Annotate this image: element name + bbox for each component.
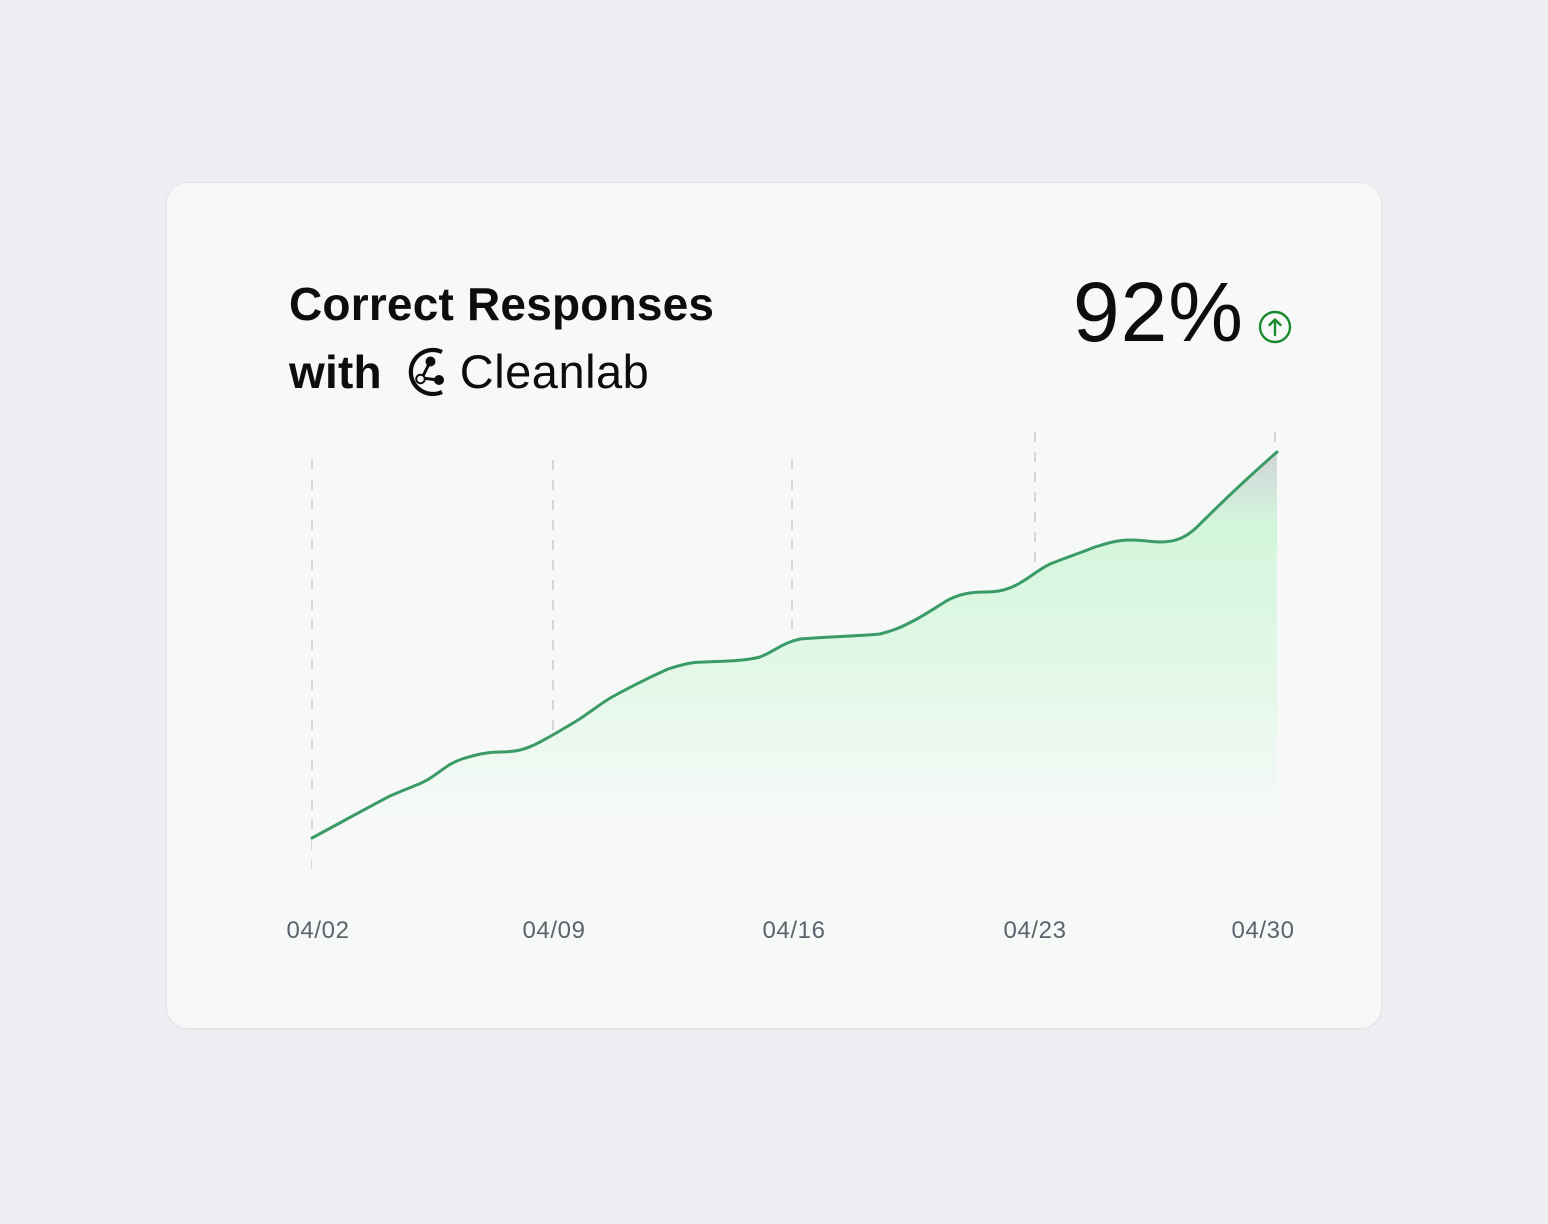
- card-title: Correct Responses with Cleanlab: [289, 270, 714, 406]
- x-tick-label: 04/23: [1003, 917, 1067, 944]
- x-tick-label: 04/09: [522, 917, 586, 944]
- brand-name: Cleanlab: [459, 345, 650, 398]
- x-tick-label: 04/16: [762, 917, 826, 944]
- arrow-up-circle-icon: [1258, 310, 1292, 344]
- x-tick-label: 04/02: [286, 917, 350, 944]
- title-line-1: Correct Responses: [289, 278, 715, 330]
- metric-summary: 92%: [1073, 262, 1292, 362]
- metric-value: 92%: [1072, 265, 1244, 359]
- area-fill: [312, 452, 1277, 880]
- title-line-2: with Cleanlab: [289, 338, 714, 406]
- cleanlab-logo-icon: [408, 347, 444, 397]
- x-tick-label: 04/30: [1231, 917, 1295, 944]
- brand-lockup: Cleanlab: [402, 338, 650, 406]
- title-with-text: with: [289, 346, 382, 398]
- data-line: [310, 450, 1279, 840]
